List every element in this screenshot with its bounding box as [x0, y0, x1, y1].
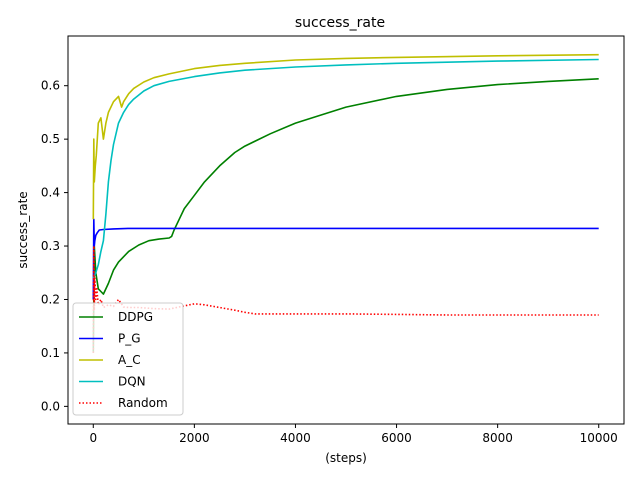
- x-tick-label: 4000: [280, 431, 311, 445]
- y-tick-label: 0.1: [41, 346, 60, 360]
- x-tick-label: 2000: [179, 431, 210, 445]
- plot-series-layer: [92, 53, 599, 353]
- x-axis-label: (steps): [325, 451, 367, 465]
- y-tick-label: 0.0: [41, 399, 60, 413]
- x-tick-label: 6000: [381, 431, 412, 445]
- y-axis-ticks: 0.0 0.1 0.2 0.3 0.4 0.5 0.6: [41, 79, 68, 413]
- legend-label: Random: [118, 396, 168, 410]
- y-tick-label: 0.2: [41, 292, 60, 306]
- series-line-a-c: [92, 53, 599, 220]
- x-tick-label: 8000: [482, 431, 513, 445]
- legend-label: DQN: [118, 375, 146, 389]
- y-axis-label: success_rate: [16, 191, 30, 268]
- legend: DDPG P_G A_C DQN Random: [72, 302, 184, 416]
- series-line-ddpg: [92, 78, 599, 353]
- series-line-random: [92, 245, 599, 353]
- plot-frame: [67, 35, 625, 425]
- x-tick-label: 0: [89, 431, 97, 445]
- x-tick-label: 10000: [580, 431, 618, 445]
- y-tick-label: 0.4: [41, 186, 60, 200]
- legend-label: A_C: [118, 353, 141, 367]
- x-axis-ticks: 0 2000 4000 6000 8000 10000: [89, 424, 618, 445]
- series-line-p-g: [92, 218, 599, 300]
- legend-label: DDPG: [118, 310, 153, 324]
- chart-title: success_rate: [295, 15, 385, 31]
- legend-label: P_G: [118, 332, 141, 346]
- series-line-dqn: [92, 58, 599, 279]
- y-tick-label: 0.6: [41, 79, 60, 93]
- y-tick-label: 0.3: [41, 239, 60, 253]
- legend-box: [72, 302, 184, 416]
- y-tick-label: 0.5: [41, 132, 60, 146]
